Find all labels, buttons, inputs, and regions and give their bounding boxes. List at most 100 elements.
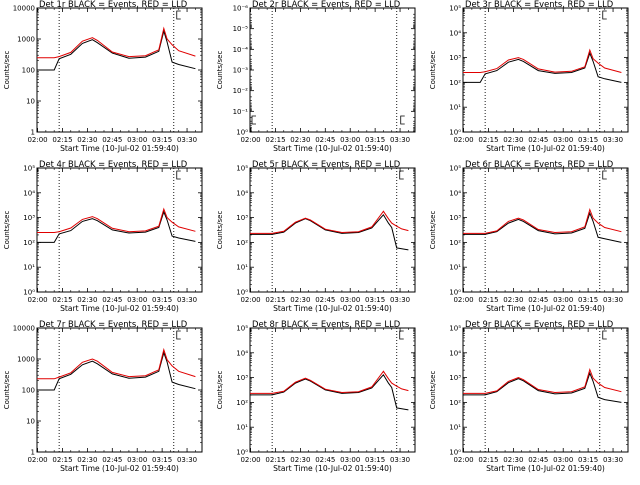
x-axis-label: Start Time (10-Jul-02 01:59:40) bbox=[60, 304, 179, 313]
x-tick-label: 03:30 bbox=[177, 136, 197, 144]
x-tick-label: 02:15 bbox=[478, 296, 498, 304]
y-tick-label: 1 bbox=[31, 129, 35, 137]
plot-frame bbox=[462, 167, 629, 293]
state-bracket-mark bbox=[602, 330, 607, 340]
y-tick-label: 10⁻⁵ bbox=[233, 25, 249, 33]
y-tick-label: 10³ bbox=[236, 374, 248, 382]
y-tick-label: 10⁰ bbox=[236, 129, 248, 137]
y-tick-label: 10¹ bbox=[236, 264, 248, 272]
y-tick-label: 10 bbox=[26, 98, 35, 106]
x-tick-label: 03:30 bbox=[177, 296, 197, 304]
plot-frame bbox=[462, 327, 629, 453]
x-tick-label: 03:15 bbox=[365, 456, 385, 464]
y-tick-label: 10⁵ bbox=[449, 5, 461, 13]
plot-frame bbox=[249, 167, 416, 293]
x-tick-label: 03:15 bbox=[152, 456, 172, 464]
x-tick-label: 02:30 bbox=[290, 296, 310, 304]
x-axis-label: Start Time (10-Jul-02 01:59:40) bbox=[486, 144, 605, 153]
y-tick-label: 100 bbox=[22, 387, 35, 395]
y-axis-label: Counts/sec bbox=[429, 371, 437, 410]
x-tick-label: 02:45 bbox=[315, 296, 335, 304]
y-tick-label: 10 bbox=[26, 418, 35, 426]
y-axis-label: Counts/sec bbox=[3, 211, 11, 250]
x-tick-label: 02:30 bbox=[290, 136, 310, 144]
x-tick-label: 02:00 bbox=[240, 456, 260, 464]
plot-frame bbox=[249, 7, 416, 133]
y-tick-label: 10³ bbox=[449, 54, 461, 62]
x-axis-label: Start Time (10-Jul-02 01:59:40) bbox=[273, 464, 392, 473]
series-line-events bbox=[37, 210, 196, 243]
series-line-lld bbox=[37, 26, 196, 59]
x-tick-label: 03:15 bbox=[578, 136, 598, 144]
x-tick-label: 02:15 bbox=[478, 136, 498, 144]
x-tick-label: 02:00 bbox=[240, 136, 260, 144]
x-tick-label: 02:15 bbox=[52, 296, 72, 304]
chart-title: Det 6r BLACK = Events, RED = LLD bbox=[465, 159, 613, 169]
y-tick-label: 10² bbox=[449, 399, 461, 407]
x-axis-label: Start Time (10-Jul-02 01:59:40) bbox=[60, 144, 179, 153]
y-tick-label: 10¹ bbox=[23, 264, 35, 272]
y-tick-label: 10⁵ bbox=[449, 325, 461, 333]
chart-panel-8: Det 8r BLACK = Events, RED = LLD 10⁰ 10¹ 10… bbox=[216, 319, 416, 473]
x-tick-label: 03:30 bbox=[177, 456, 197, 464]
x-tick-label: 02:45 bbox=[315, 136, 335, 144]
state-bracket-mark bbox=[602, 10, 607, 20]
y-tick-label: 1000 bbox=[17, 356, 35, 364]
y-axis-label: Counts/sec bbox=[216, 211, 224, 250]
x-tick-label: 03:15 bbox=[365, 136, 385, 144]
x-tick-label: 02:30 bbox=[503, 456, 523, 464]
series-line-events bbox=[37, 29, 196, 71]
x-tick-label: 02:30 bbox=[503, 136, 523, 144]
y-tick-label: 10⁰ bbox=[449, 449, 461, 457]
y-axis-label: Counts/sec bbox=[429, 51, 437, 90]
x-tick-label: 02:00 bbox=[453, 136, 473, 144]
y-tick-label: 10000 bbox=[13, 325, 35, 333]
y-axis-label: Counts/sec bbox=[429, 211, 437, 250]
y-tick-label: 10000 bbox=[13, 5, 35, 13]
x-tick-label: 02:45 bbox=[528, 136, 548, 144]
x-tick-label: 03:00 bbox=[127, 136, 147, 144]
plot-frame bbox=[36, 327, 203, 453]
x-tick-label: 02:30 bbox=[77, 136, 97, 144]
y-tick-label: 10³ bbox=[23, 214, 35, 222]
x-tick-label: 03:00 bbox=[127, 456, 147, 464]
chart-title: Det 2r BLACK = Events, RED = LLD bbox=[252, 0, 400, 9]
y-tick-label: 10⁵ bbox=[236, 325, 248, 333]
chart-panel-7: Det 7r BLACK = Events, RED = LLD 1 10 100 10… bbox=[3, 319, 203, 473]
chart-panel-6: Det 6r BLACK = Events, RED = LLD 10⁰ 10¹ 10… bbox=[429, 159, 629, 313]
chart-panel-1: Det 1r BLACK = Events, RED = LLD 1 10 100 10… bbox=[3, 0, 203, 153]
chart-title: Det 7r BLACK = Events, RED = LLD bbox=[39, 319, 187, 329]
y-tick-label: 10¹ bbox=[449, 264, 461, 272]
y-tick-label: 10⁵ bbox=[449, 165, 461, 173]
x-tick-label: 03:15 bbox=[152, 296, 172, 304]
y-axis-label: Counts/sec bbox=[3, 51, 11, 90]
x-tick-label: 02:00 bbox=[240, 296, 260, 304]
x-tick-label: 03:00 bbox=[553, 136, 573, 144]
plot-frame bbox=[462, 7, 629, 133]
chart-title: Det 4r BLACK = Events, RED = LLD bbox=[39, 159, 187, 169]
x-axis-label: Start Time (10-Jul-02 01:59:40) bbox=[486, 304, 605, 313]
series-line-lld bbox=[37, 207, 196, 233]
y-tick-label: 1000 bbox=[17, 36, 35, 44]
chart-title: Det 9r BLACK = Events, RED = LLD bbox=[465, 319, 613, 329]
series-line-lld bbox=[463, 368, 622, 394]
series-line-events bbox=[463, 211, 622, 243]
y-tick-label: 10⁴ bbox=[449, 349, 461, 357]
y-tick-label: 100 bbox=[22, 67, 35, 75]
y-tick-label: 10⁰ bbox=[449, 289, 461, 297]
plot-frame bbox=[36, 7, 203, 133]
series-line-lld bbox=[250, 370, 409, 394]
x-tick-label: 02:15 bbox=[52, 136, 72, 144]
x-tick-label: 02:00 bbox=[453, 296, 473, 304]
x-tick-label: 03:30 bbox=[390, 136, 410, 144]
state-bracket-mark bbox=[176, 330, 181, 340]
x-tick-label: 02:30 bbox=[77, 296, 97, 304]
x-axis-label: Start Time (10-Jul-02 01:59:40) bbox=[60, 464, 179, 473]
x-tick-label: 03:30 bbox=[390, 296, 410, 304]
y-tick-label: 10⁴ bbox=[449, 29, 461, 37]
plot-frame bbox=[249, 327, 416, 453]
series-line-events bbox=[463, 371, 622, 403]
x-tick-label: 02:45 bbox=[528, 296, 548, 304]
y-tick-label: 10³ bbox=[449, 214, 461, 222]
